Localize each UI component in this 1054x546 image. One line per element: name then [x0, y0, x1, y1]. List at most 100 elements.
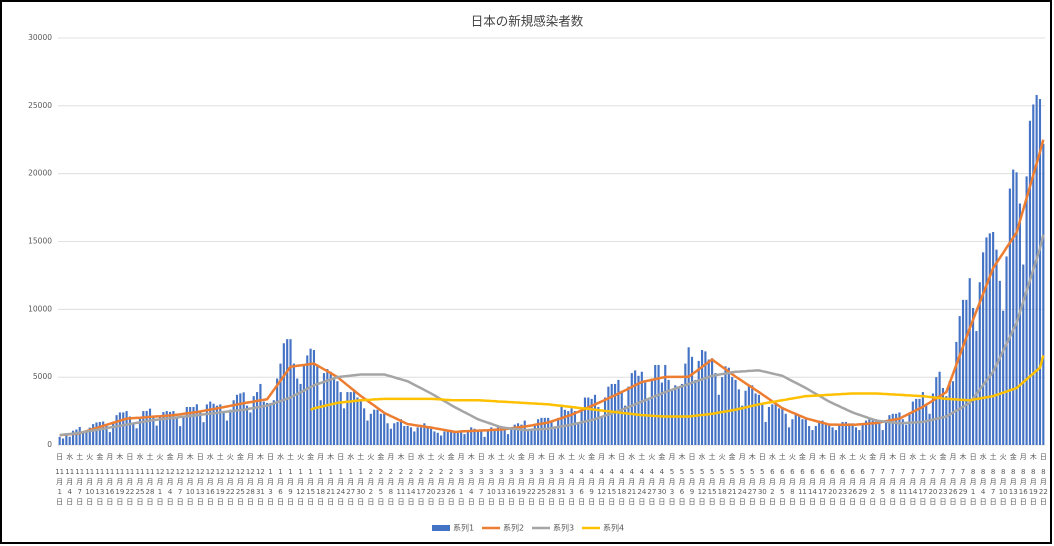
bar	[700, 350, 704, 445]
weekday-label: 水	[558, 452, 565, 461]
x-tick-label: 11 月 28 日	[146, 468, 155, 506]
x-tick-label: 11 月 22 日	[125, 468, 134, 506]
bar	[784, 413, 787, 445]
x-tick-label: 2 月 26 日	[447, 468, 456, 506]
weekday-label: 土	[779, 452, 786, 461]
bar	[590, 398, 593, 445]
bar	[219, 404, 222, 445]
bar	[787, 427, 791, 445]
x-tick-label: 1 月 18 日	[316, 468, 325, 506]
bar	[808, 426, 811, 445]
bar	[988, 233, 991, 445]
x-tick-label: 1 月 12 日	[296, 468, 305, 506]
legend-label: 系列4	[603, 523, 624, 533]
bar	[858, 430, 861, 445]
weekday-label: 金	[939, 452, 946, 461]
y-tick-label: 20000	[28, 169, 52, 178]
bar	[78, 426, 81, 445]
bar	[620, 390, 623, 445]
x-tick-label: 11 月 16 日	[105, 468, 114, 506]
weekday-label: 土	[709, 452, 716, 461]
bar	[122, 412, 125, 445]
bar	[754, 393, 757, 445]
weekday-label: 金	[518, 452, 525, 461]
bar	[242, 392, 245, 445]
x-tick-label: 12 月 28 日	[246, 468, 255, 506]
bar	[694, 379, 697, 445]
x-tick-label: 8 月 10 日	[999, 468, 1008, 506]
bar	[239, 393, 242, 445]
bar	[801, 419, 804, 445]
bar	[58, 436, 61, 445]
bar	[306, 355, 309, 445]
bar	[460, 431, 463, 445]
bar	[363, 408, 366, 445]
bar	[975, 331, 978, 445]
bar	[1002, 310, 1005, 445]
weekday-label: 土	[568, 452, 575, 461]
bar	[359, 400, 362, 445]
bar	[453, 431, 456, 445]
bar	[71, 430, 75, 445]
bar	[215, 405, 218, 445]
bar	[189, 407, 192, 445]
bar	[543, 417, 546, 445]
bar	[443, 431, 446, 445]
x-tick-label: 1 月 27 日	[346, 468, 355, 506]
x-tick-label: 11 月 1 日	[55, 468, 64, 506]
bar	[506, 434, 510, 445]
weekday-label: 月	[809, 453, 816, 461]
weekday-label: 日	[267, 453, 274, 461]
weekday-label: 月	[1020, 453, 1027, 461]
weekday-label: 日	[197, 453, 204, 461]
bar	[1038, 99, 1042, 446]
x-tick-label: 7 月 14 日	[908, 468, 917, 506]
bar	[603, 397, 607, 445]
y-tick-label: 25000	[28, 101, 52, 110]
bar	[483, 436, 486, 445]
bar	[928, 413, 931, 445]
bar	[1018, 203, 1021, 445]
y-tick-label: 0	[47, 440, 52, 449]
bar	[393, 423, 396, 445]
bar	[276, 378, 279, 445]
bar	[1032, 104, 1035, 445]
bar	[895, 413, 898, 445]
bar	[356, 397, 359, 445]
bar	[885, 421, 888, 445]
x-tick-label: 6 月 29 日	[858, 468, 867, 506]
bar	[433, 431, 436, 445]
bar	[205, 404, 208, 445]
bar	[389, 428, 392, 445]
line	[59, 234, 1045, 437]
bar	[272, 400, 275, 445]
bar	[547, 417, 550, 445]
bar	[493, 428, 496, 445]
weekday-label: 金	[588, 452, 595, 461]
weekday-label: 金	[729, 452, 736, 461]
bar	[650, 378, 653, 445]
bar	[98, 421, 101, 445]
weekday-label: 月	[598, 453, 605, 461]
bar	[707, 359, 710, 445]
bar	[660, 382, 663, 445]
bar	[192, 407, 195, 445]
bar	[503, 430, 506, 445]
bar	[573, 411, 576, 445]
bar	[142, 411, 145, 445]
x-tick-label: 4 月 24 日	[637, 468, 646, 506]
weekday-label: 水	[909, 452, 916, 461]
weekday-label: 水	[136, 452, 143, 461]
bar	[690, 356, 694, 445]
x-tick-label: 8 月 16 日	[1019, 468, 1028, 506]
x-tick-label: 6 月 11 日	[798, 468, 807, 506]
weekday-label: 金	[448, 452, 455, 461]
legend-swatch	[432, 525, 450, 531]
bar	[751, 385, 754, 445]
